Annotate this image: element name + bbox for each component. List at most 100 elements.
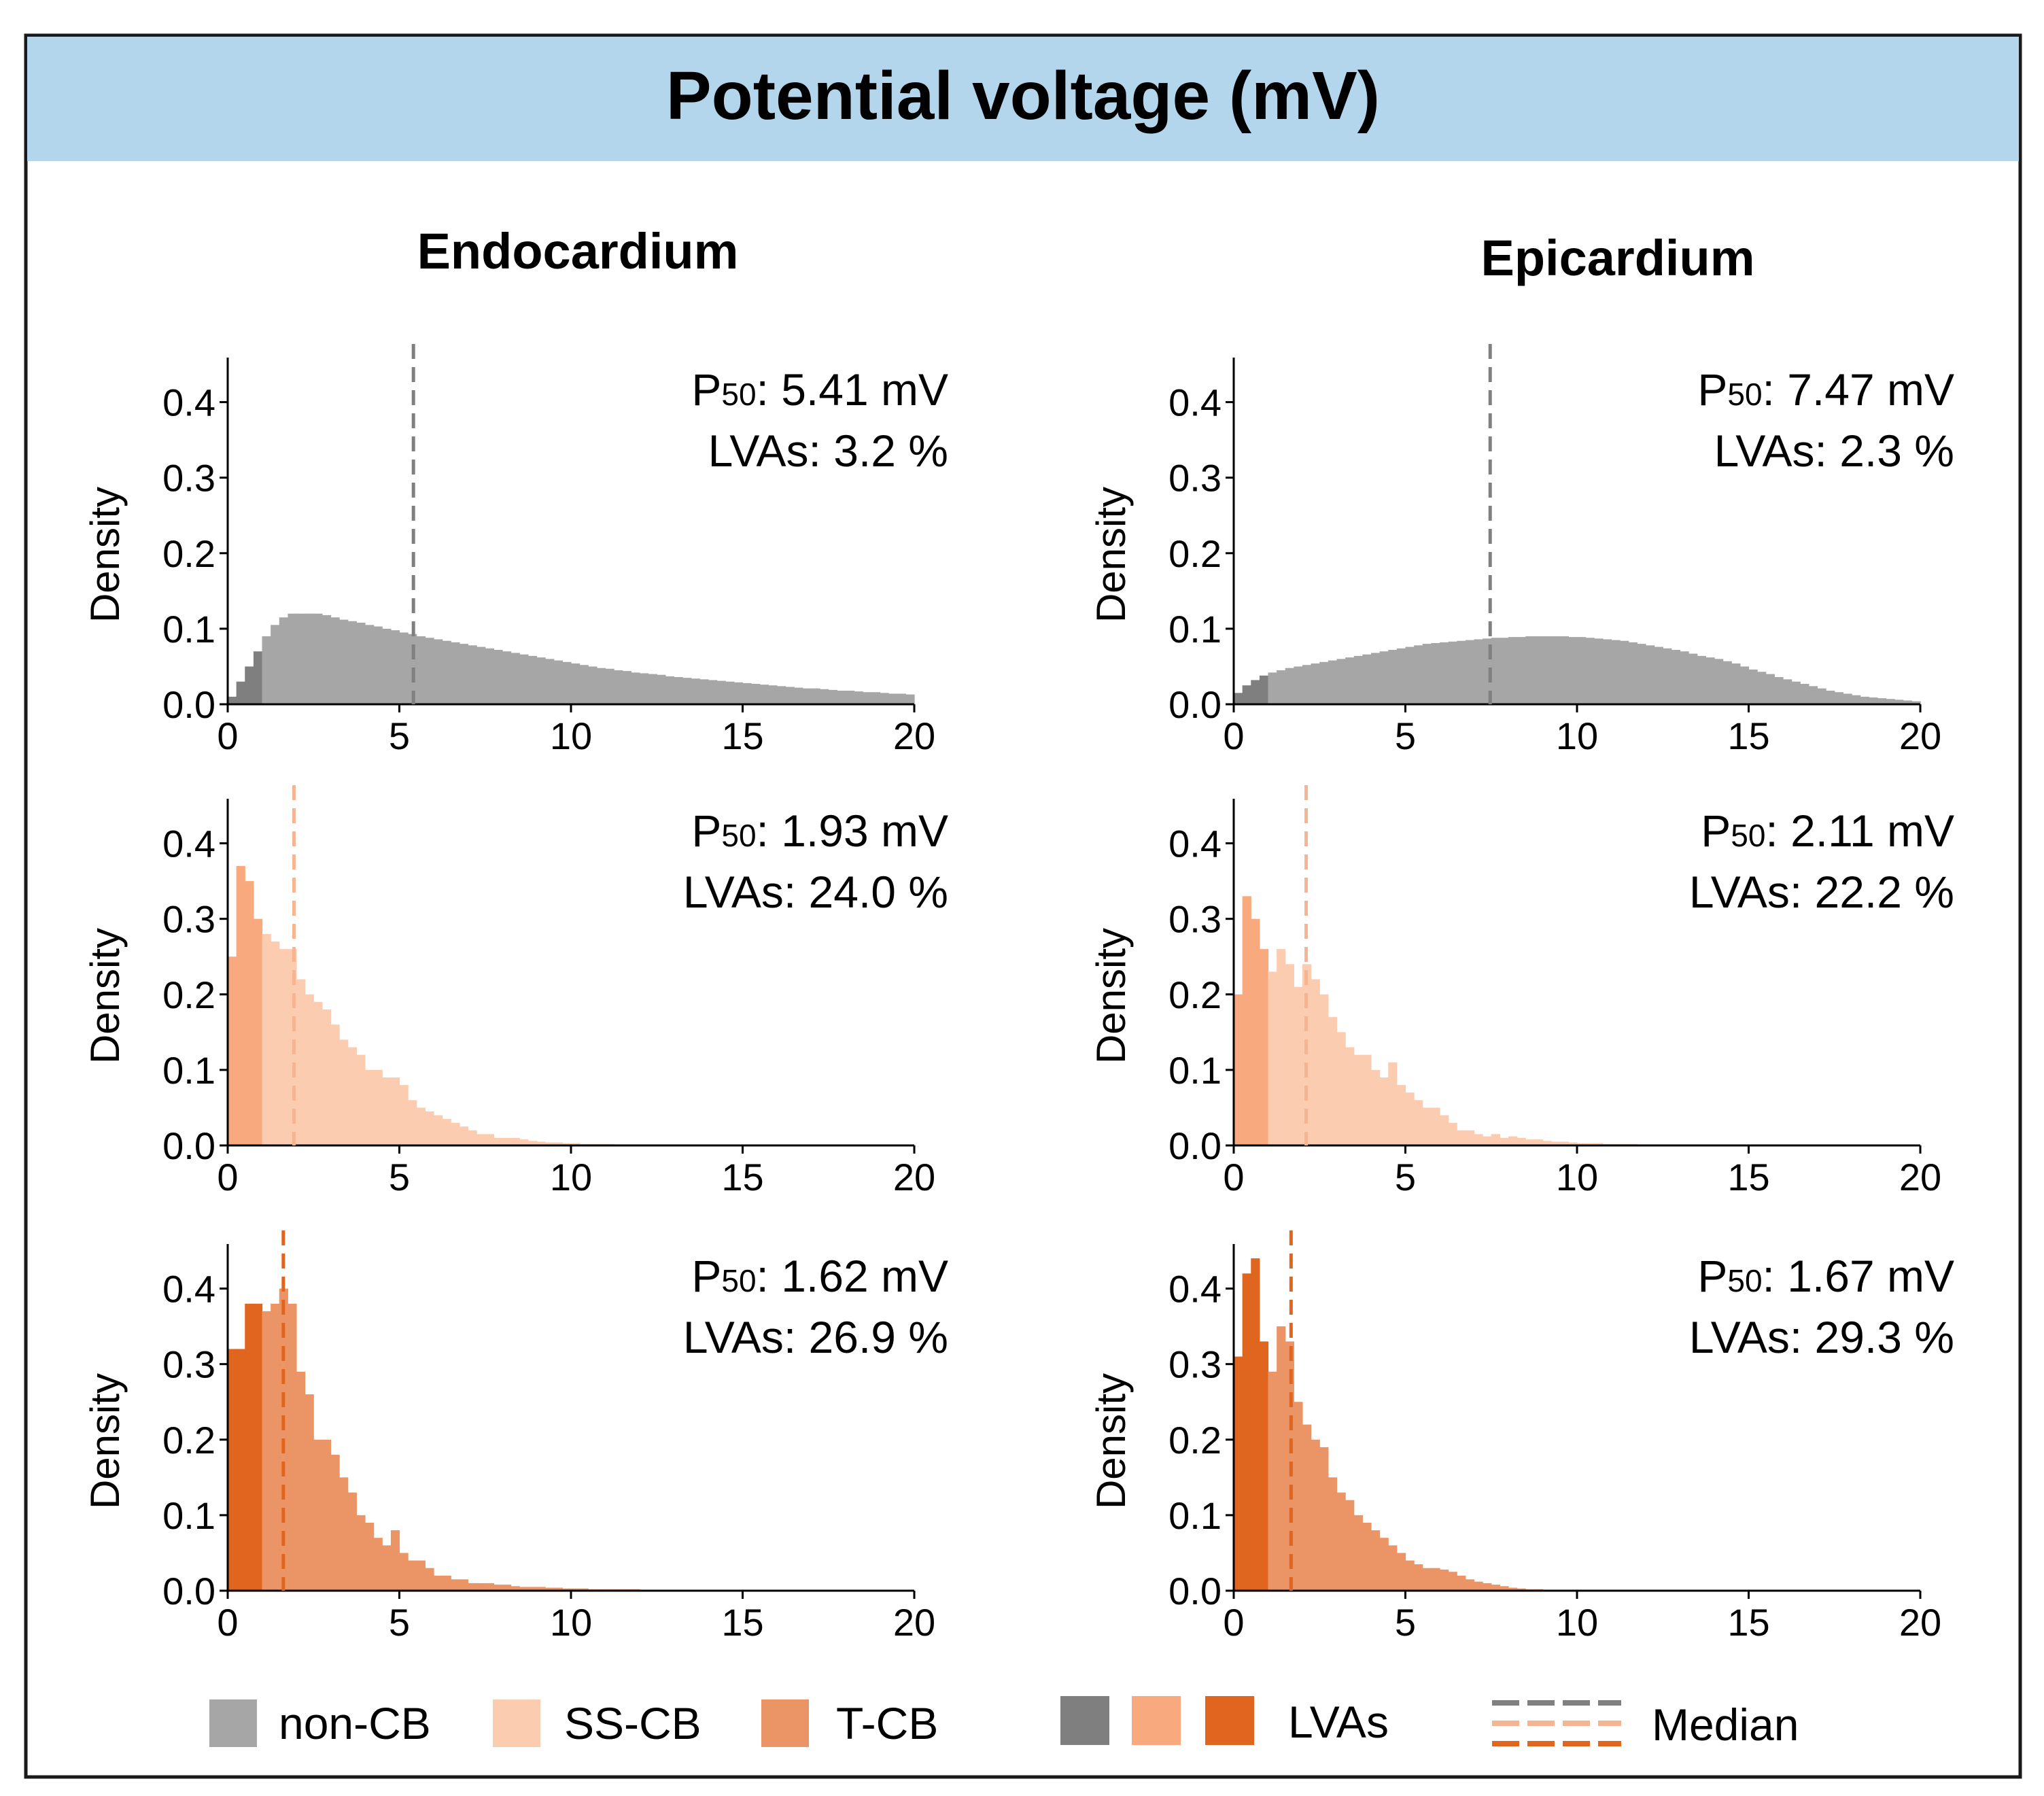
histogram-bar (1602, 639, 1612, 704)
histogram-bar (1362, 654, 1372, 704)
legend-lva-swatch (1060, 1696, 1109, 1745)
histogram-bar (1396, 1085, 1406, 1145)
histogram-bar (477, 1583, 486, 1591)
p50-annotation: P50: 2.11 mV (1701, 806, 1954, 856)
histogram-bar (1362, 1054, 1372, 1145)
histogram-bar (485, 1583, 494, 1591)
histogram-bar (1577, 1143, 1587, 1145)
histogram-bar (785, 687, 795, 704)
lva-annotation: LVAs: 29.3 % (1689, 1312, 1954, 1362)
histogram-bar (1302, 665, 1312, 704)
histogram-bar (1860, 696, 1869, 704)
histogram-bar (1637, 644, 1646, 704)
x-tick-label: 0 (217, 1601, 238, 1644)
legend-lva-swatch (1132, 1696, 1181, 1745)
legend-swatch-t-cb (761, 1699, 809, 1747)
histogram-bar (1483, 1136, 1492, 1145)
histogram-bar (1422, 1107, 1432, 1145)
histogram-bar (1508, 1587, 1518, 1591)
histogram-bar (330, 1455, 340, 1591)
y-tick-label: 0.3 (162, 1343, 215, 1386)
y-tick-label: 0.4 (1168, 381, 1222, 424)
x-tick-label: 5 (1395, 1601, 1416, 1644)
histogram-bar (1722, 661, 1732, 704)
histogram-bar (562, 661, 572, 704)
p50-value: : 1.67 mV (1763, 1251, 1954, 1301)
p50-letter: P (691, 806, 721, 856)
histogram-bar (1808, 686, 1818, 704)
histogram-bar (1431, 1107, 1440, 1145)
histogram-panel-endo-ss-cb: 0.0 0.1 0.2 0.3 0.4 0 5 10 15 20 Density P50: 1.93 … (82, 785, 948, 1198)
histogram-bar (1705, 657, 1715, 704)
y-tick-label: 0.1 (1168, 1049, 1222, 1092)
histogram-bar (1251, 1258, 1260, 1591)
histogram-bar (330, 617, 340, 704)
histogram-bar (305, 613, 314, 704)
histogram-bar (1465, 1130, 1475, 1145)
p50-subscript: 50 (1727, 377, 1762, 412)
p50-letter: P (691, 1251, 721, 1301)
histogram-bar (485, 648, 494, 704)
p50-subscript: 50 (721, 377, 756, 412)
histogram-bar (1440, 642, 1449, 704)
y-tick-label: 0.4 (162, 381, 215, 424)
histogram-bar (553, 1142, 563, 1145)
histogram-bar (571, 1588, 581, 1591)
histogram-bar (1405, 1092, 1415, 1145)
histogram-bar (1525, 636, 1535, 704)
histogram-bar (759, 685, 769, 704)
histogram-bar (356, 1054, 366, 1145)
histogram-bar (305, 1394, 314, 1591)
histogram-bar (1268, 672, 1277, 704)
histogram-bar (477, 646, 486, 704)
histogram-bar (382, 1077, 392, 1145)
histogram-bar (399, 632, 409, 704)
x-tick-label: 20 (893, 1601, 935, 1644)
histogram-bar (493, 1585, 503, 1591)
histogram-bar (1646, 645, 1655, 704)
histogram-bar (1714, 659, 1724, 704)
histogram-bar (262, 1311, 271, 1591)
histogram-bar (716, 680, 726, 704)
legend-label-non-cb: non-CB (279, 1698, 431, 1748)
histogram-bar (313, 1001, 323, 1145)
histogram-bar (811, 688, 820, 704)
histogram-bar (880, 693, 889, 704)
histogram-bar (1474, 1581, 1483, 1591)
histogram-bar (1611, 640, 1621, 704)
histogram-bar (1440, 1115, 1449, 1145)
histogram-bar (1448, 641, 1457, 704)
histogram-bar (245, 881, 254, 1145)
histogram-bar (1242, 685, 1251, 704)
histogram-bar (399, 1085, 409, 1145)
histogram-bar (1654, 646, 1663, 704)
y-tick-label: 0.1 (162, 608, 215, 651)
p50-value: : 2.11 mV (1765, 806, 1954, 856)
y-tick-label: 0.4 (162, 823, 215, 865)
histogram-bar (1259, 675, 1269, 704)
histogram-bar (1336, 659, 1346, 704)
histogram-bar (562, 1143, 572, 1145)
histogram-bar (1259, 1341, 1269, 1591)
histogram-bar (1877, 698, 1887, 704)
x-tick-label: 5 (389, 1601, 410, 1644)
histogram-bar (1431, 643, 1440, 704)
histogram-bar (1251, 918, 1260, 1145)
y-tick-label: 0.2 (162, 973, 215, 1016)
histogram-bar (828, 689, 837, 704)
histogram-bar (1765, 674, 1775, 704)
x-tick-label: 5 (389, 714, 410, 757)
legend-label-t-cb: T-CB (836, 1698, 938, 1748)
histogram-bar (1379, 651, 1389, 704)
histogram-bar (1577, 637, 1587, 704)
histogram-bar (631, 672, 640, 704)
histogram-bar (451, 642, 460, 704)
histogram-bar (1414, 1564, 1423, 1591)
histogram-bar (1739, 666, 1750, 704)
y-tick-label: 0.1 (1168, 1494, 1222, 1537)
histogram-bar (553, 1587, 563, 1591)
histogram-bar (1379, 1538, 1389, 1591)
histogram-bar (330, 1024, 340, 1145)
